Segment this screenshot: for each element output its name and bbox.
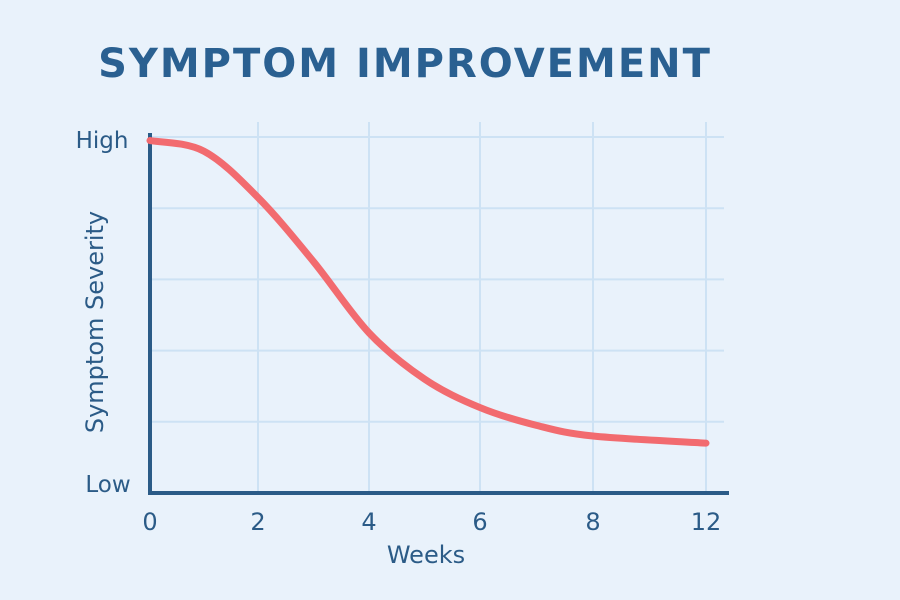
x-tick-labels: 0 2 4 6 8 12 (142, 508, 721, 536)
x-tick-label: 0 (142, 508, 157, 536)
x-axis-label: Weeks (387, 541, 465, 569)
axes (148, 133, 729, 495)
y-tick-high: High (76, 128, 129, 154)
grid (150, 122, 724, 493)
x-tick-label: 12 (691, 508, 722, 536)
y-axis-label: Symptom Severity (81, 211, 109, 433)
x-tick-label: 2 (250, 508, 265, 536)
series-line (146, 137, 710, 447)
x-tick-label: 4 (361, 508, 376, 536)
y-tick-low: Low (85, 472, 130, 498)
chart-title: SYMPTOM IMPROVEMENT (98, 41, 712, 87)
series (146, 137, 710, 447)
x-tick-label: 8 (585, 508, 600, 536)
x-tick-label: 6 (472, 508, 487, 536)
